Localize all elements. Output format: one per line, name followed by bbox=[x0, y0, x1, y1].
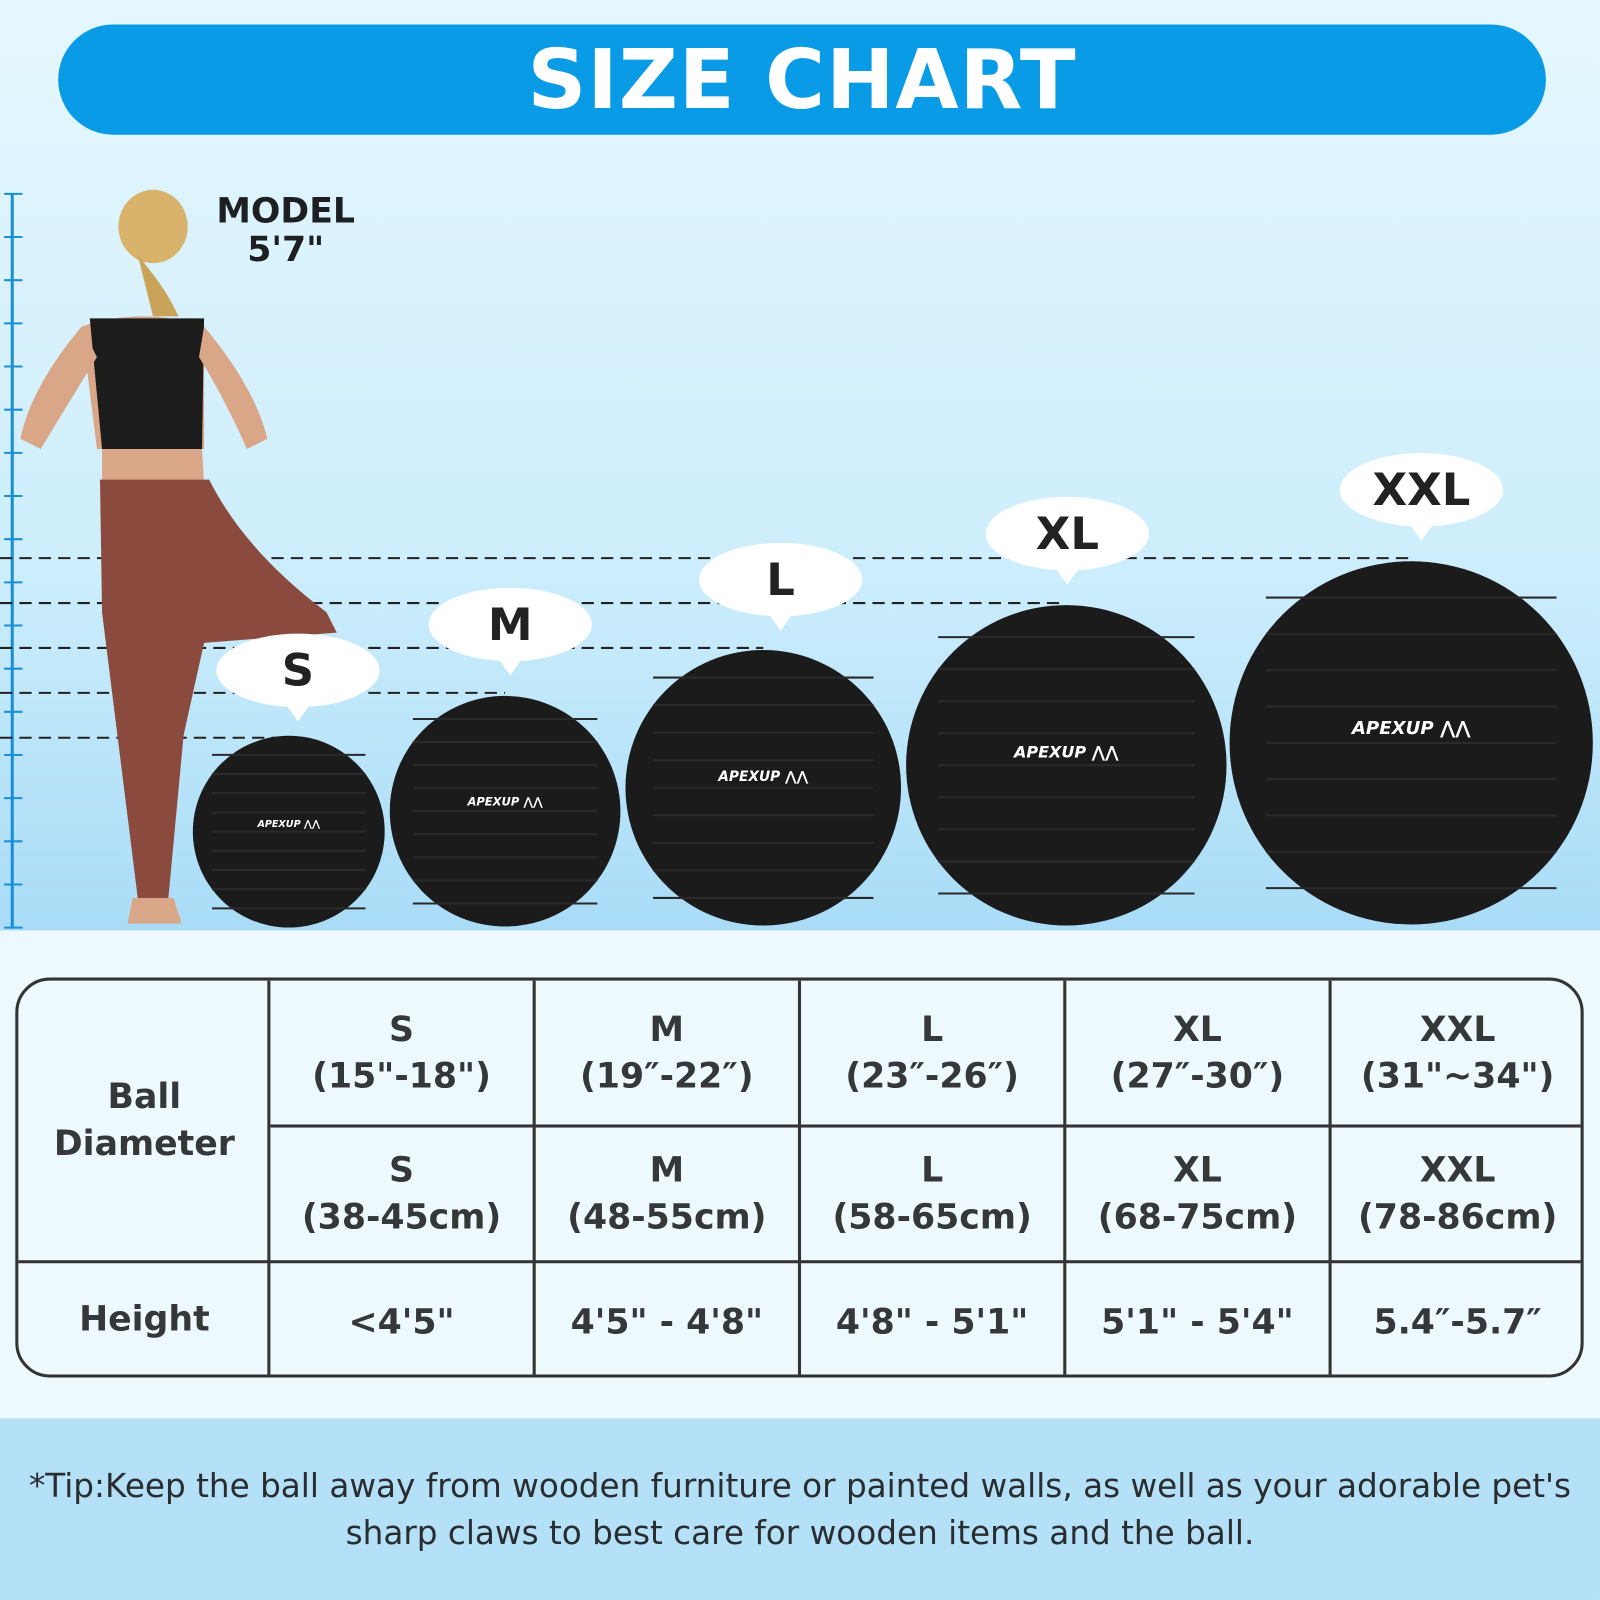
inch-range: (15"-18") bbox=[312, 1055, 491, 1097]
size-bubble bbox=[698, 542, 863, 631]
diameter-cm-cell: M (48-55cm) bbox=[536, 1128, 798, 1261]
size-label-xl: XL bbox=[1035, 507, 1099, 560]
cm-range: (58-65cm) bbox=[832, 1196, 1032, 1238]
inch-range: (19″-22″) bbox=[579, 1055, 754, 1097]
brand-logo: APEXUP ⋀⋀ bbox=[1012, 742, 1119, 761]
size-bubble bbox=[1339, 453, 1504, 541]
brand-logo: APEXUP ⋀⋀ bbox=[1350, 718, 1471, 739]
exercise-ball-l: APEXUP ⋀⋀ bbox=[625, 649, 902, 926]
height-range-cell: <4'5" bbox=[348, 1301, 455, 1343]
size-name: S bbox=[389, 1149, 415, 1191]
size-name: M bbox=[649, 1149, 685, 1191]
size-label-xxl: XXL bbox=[1372, 463, 1471, 516]
brand-logo: APEXUP ⋀⋀ bbox=[256, 819, 321, 830]
exercise-ball-xxl: APEXUP ⋀⋀ bbox=[1229, 561, 1593, 925]
diameter-cm-cell: S (38-45cm) bbox=[270, 1128, 532, 1261]
diameter-cm-cell: XXL (78-86cm) bbox=[1332, 1128, 1581, 1261]
diameter-inches-cell: S (15"-18") bbox=[270, 981, 532, 1125]
size-name: M bbox=[649, 1008, 685, 1050]
height-range-cell: 5.4″-5.7″ bbox=[1373, 1301, 1542, 1343]
cm-range: (48-55cm) bbox=[567, 1196, 767, 1238]
cm-range: (38-45cm) bbox=[301, 1196, 502, 1238]
cm-range: (68-75cm) bbox=[1097, 1196, 1298, 1238]
inch-range: (27″-30″) bbox=[1110, 1055, 1285, 1097]
height-ruler bbox=[4, 192, 23, 929]
diameter-cm-cell: L (58-65cm) bbox=[801, 1128, 1063, 1261]
row-header-diameter: Ball Diameter bbox=[53, 1076, 235, 1165]
size-label-s: S bbox=[281, 644, 315, 697]
inch-range: (31"~34") bbox=[1360, 1055, 1555, 1097]
size-bubble bbox=[428, 587, 592, 676]
exercise-ball-s: APEXUP ⋀⋀ bbox=[192, 735, 385, 928]
size-name: XXL bbox=[1419, 1008, 1496, 1050]
height-range-cell: 4'5" - 4'8" bbox=[570, 1301, 764, 1343]
size-name: L bbox=[921, 1008, 944, 1050]
exercise-ball-xl: APEXUP ⋀⋀ bbox=[906, 605, 1227, 926]
height-range-cell: 5'1" - 5'4" bbox=[1101, 1301, 1294, 1343]
cm-range: (78-86cm) bbox=[1357, 1196, 1558, 1238]
size-label-m: M bbox=[487, 598, 533, 651]
model-height-label: MODEL 5'7" bbox=[204, 192, 367, 270]
diameter-inches-cell: XL (27″-30″) bbox=[1066, 981, 1328, 1125]
model-figure bbox=[20, 189, 337, 924]
size-label-l: L bbox=[766, 553, 795, 606]
height-range-cell: 4'8" - 5'1" bbox=[835, 1301, 1029, 1343]
ball-group: APEXUP ⋀⋀ APEXUP ⋀⋀ APEXUP ⋀⋀ APEXUP ⋀⋀ APEX… bbox=[192, 453, 1593, 928]
diameter-inches-cell: XXL (31"~34") bbox=[1332, 981, 1581, 1125]
row-header-height: Height bbox=[79, 1298, 210, 1340]
diameter-cm-cell: XL (68-75cm) bbox=[1066, 1128, 1328, 1261]
size-name: XXL bbox=[1419, 1149, 1496, 1191]
size-bubble bbox=[216, 633, 380, 722]
diameter-inches-cell: L (23″-26″) bbox=[801, 981, 1063, 1125]
size-bubble bbox=[985, 496, 1149, 585]
size-chart-banner: SIZE CHART bbox=[58, 24, 1546, 135]
inch-range: (23″-26″) bbox=[845, 1055, 1019, 1097]
model-label: MODEL bbox=[216, 190, 356, 232]
size-name: S bbox=[389, 1008, 415, 1050]
model-height: 5'7" bbox=[247, 229, 325, 271]
size-scene: APEXUP ⋀⋀ APEXUP ⋀⋀ APEXUP ⋀⋀ APEXUP ⋀⋀ APEX… bbox=[0, 189, 1593, 929]
size-name: L bbox=[921, 1149, 944, 1191]
size-name: XL bbox=[1172, 1149, 1222, 1191]
size-name: XL bbox=[1172, 1008, 1222, 1050]
exercise-ball-m: APEXUP ⋀⋀ bbox=[389, 695, 621, 927]
care-tip: *Tip:Keep the ball away from wooden furn… bbox=[0, 1418, 1600, 1600]
brand-logo: APEXUP ⋀⋀ bbox=[466, 794, 543, 808]
diameter-inches-cell: M (19″-22″) bbox=[536, 981, 798, 1125]
tip-text: *Tip:Keep the ball away from wooden furn… bbox=[28, 1466, 1572, 1553]
brand-logo: APEXUP ⋀⋀ bbox=[717, 769, 808, 785]
size-table: Ball Diameter Height S (15"-18") S (38-45cm… bbox=[15, 977, 1584, 1378]
page-title: SIZE CHART bbox=[527, 32, 1077, 128]
